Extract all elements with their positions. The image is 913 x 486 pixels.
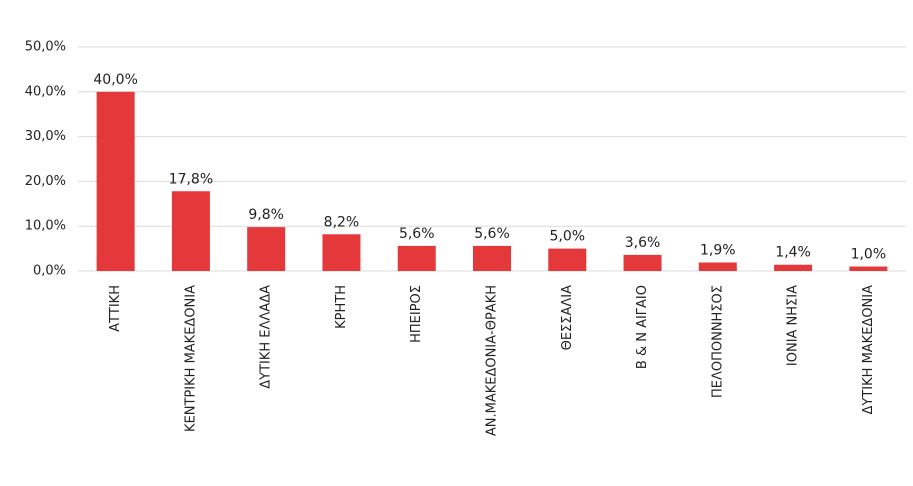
x-tick-label: Β & Ν ΑΙΓΑΙΟ xyxy=(635,285,650,369)
value-label: 1,9% xyxy=(700,242,736,258)
x-tick-label: ΚΕΝΤΡΙΚΗ ΜΑΚΕΔΟΝΙΑ xyxy=(183,285,198,432)
x-tick-label: ΘΕΣΣΑΛΙΑ xyxy=(560,285,575,350)
y-tick-label: 20,0% xyxy=(25,174,66,189)
bar xyxy=(849,266,888,271)
value-label: 9,8% xyxy=(248,207,284,223)
x-tick-label: ΑΝ.ΜΑΚΕΔΟΝΙΑ-ΘΡΑΚΗ xyxy=(485,285,500,436)
x-tick-label: ΑΤΤΙΚΗ xyxy=(108,285,123,332)
x-tick-label: ΙΟΝΙΑ ΝΗΣΙΑ xyxy=(786,285,801,366)
y-tick-label: 50,0% xyxy=(25,40,66,55)
bar xyxy=(774,264,813,271)
y-tick-label: 0,0% xyxy=(33,264,66,279)
x-tick-label: ΚΡΗΤΗ xyxy=(334,285,349,329)
bar xyxy=(322,234,361,271)
value-label: 8,2% xyxy=(324,214,360,230)
bar xyxy=(397,245,436,271)
value-label: 5,6% xyxy=(399,226,435,242)
value-label: 5,6% xyxy=(474,226,510,242)
bar xyxy=(247,227,286,271)
x-tick-label: ΗΠΕΙΡΟΣ xyxy=(409,285,424,343)
x-tick-label: ΔΥΤΙΚΗ ΕΛΛΑΔΑ xyxy=(259,285,274,389)
value-label: 5,0% xyxy=(549,229,585,245)
y-tick-label: 30,0% xyxy=(25,129,66,144)
bar xyxy=(623,254,662,271)
value-label: 17,8% xyxy=(169,171,213,187)
value-label: 40,0% xyxy=(93,72,137,88)
bar xyxy=(96,91,135,271)
bar xyxy=(171,191,210,271)
x-tick-label: ΠΕΛΟΠΟΝΝΗΣΟΣ xyxy=(710,285,725,398)
bar xyxy=(473,245,511,271)
x-tick-label: ΔΥΤΙΚΗ ΜΑΚΕΔΟΝΙΑ xyxy=(861,285,876,415)
value-label: 3,6% xyxy=(625,235,661,251)
bar xyxy=(698,262,737,271)
y-tick-label: 10,0% xyxy=(25,219,66,234)
y-tick-label: 40,0% xyxy=(25,84,66,99)
value-label: 1,4% xyxy=(775,245,811,261)
bar xyxy=(548,248,587,271)
value-label: 1,0% xyxy=(851,247,887,263)
